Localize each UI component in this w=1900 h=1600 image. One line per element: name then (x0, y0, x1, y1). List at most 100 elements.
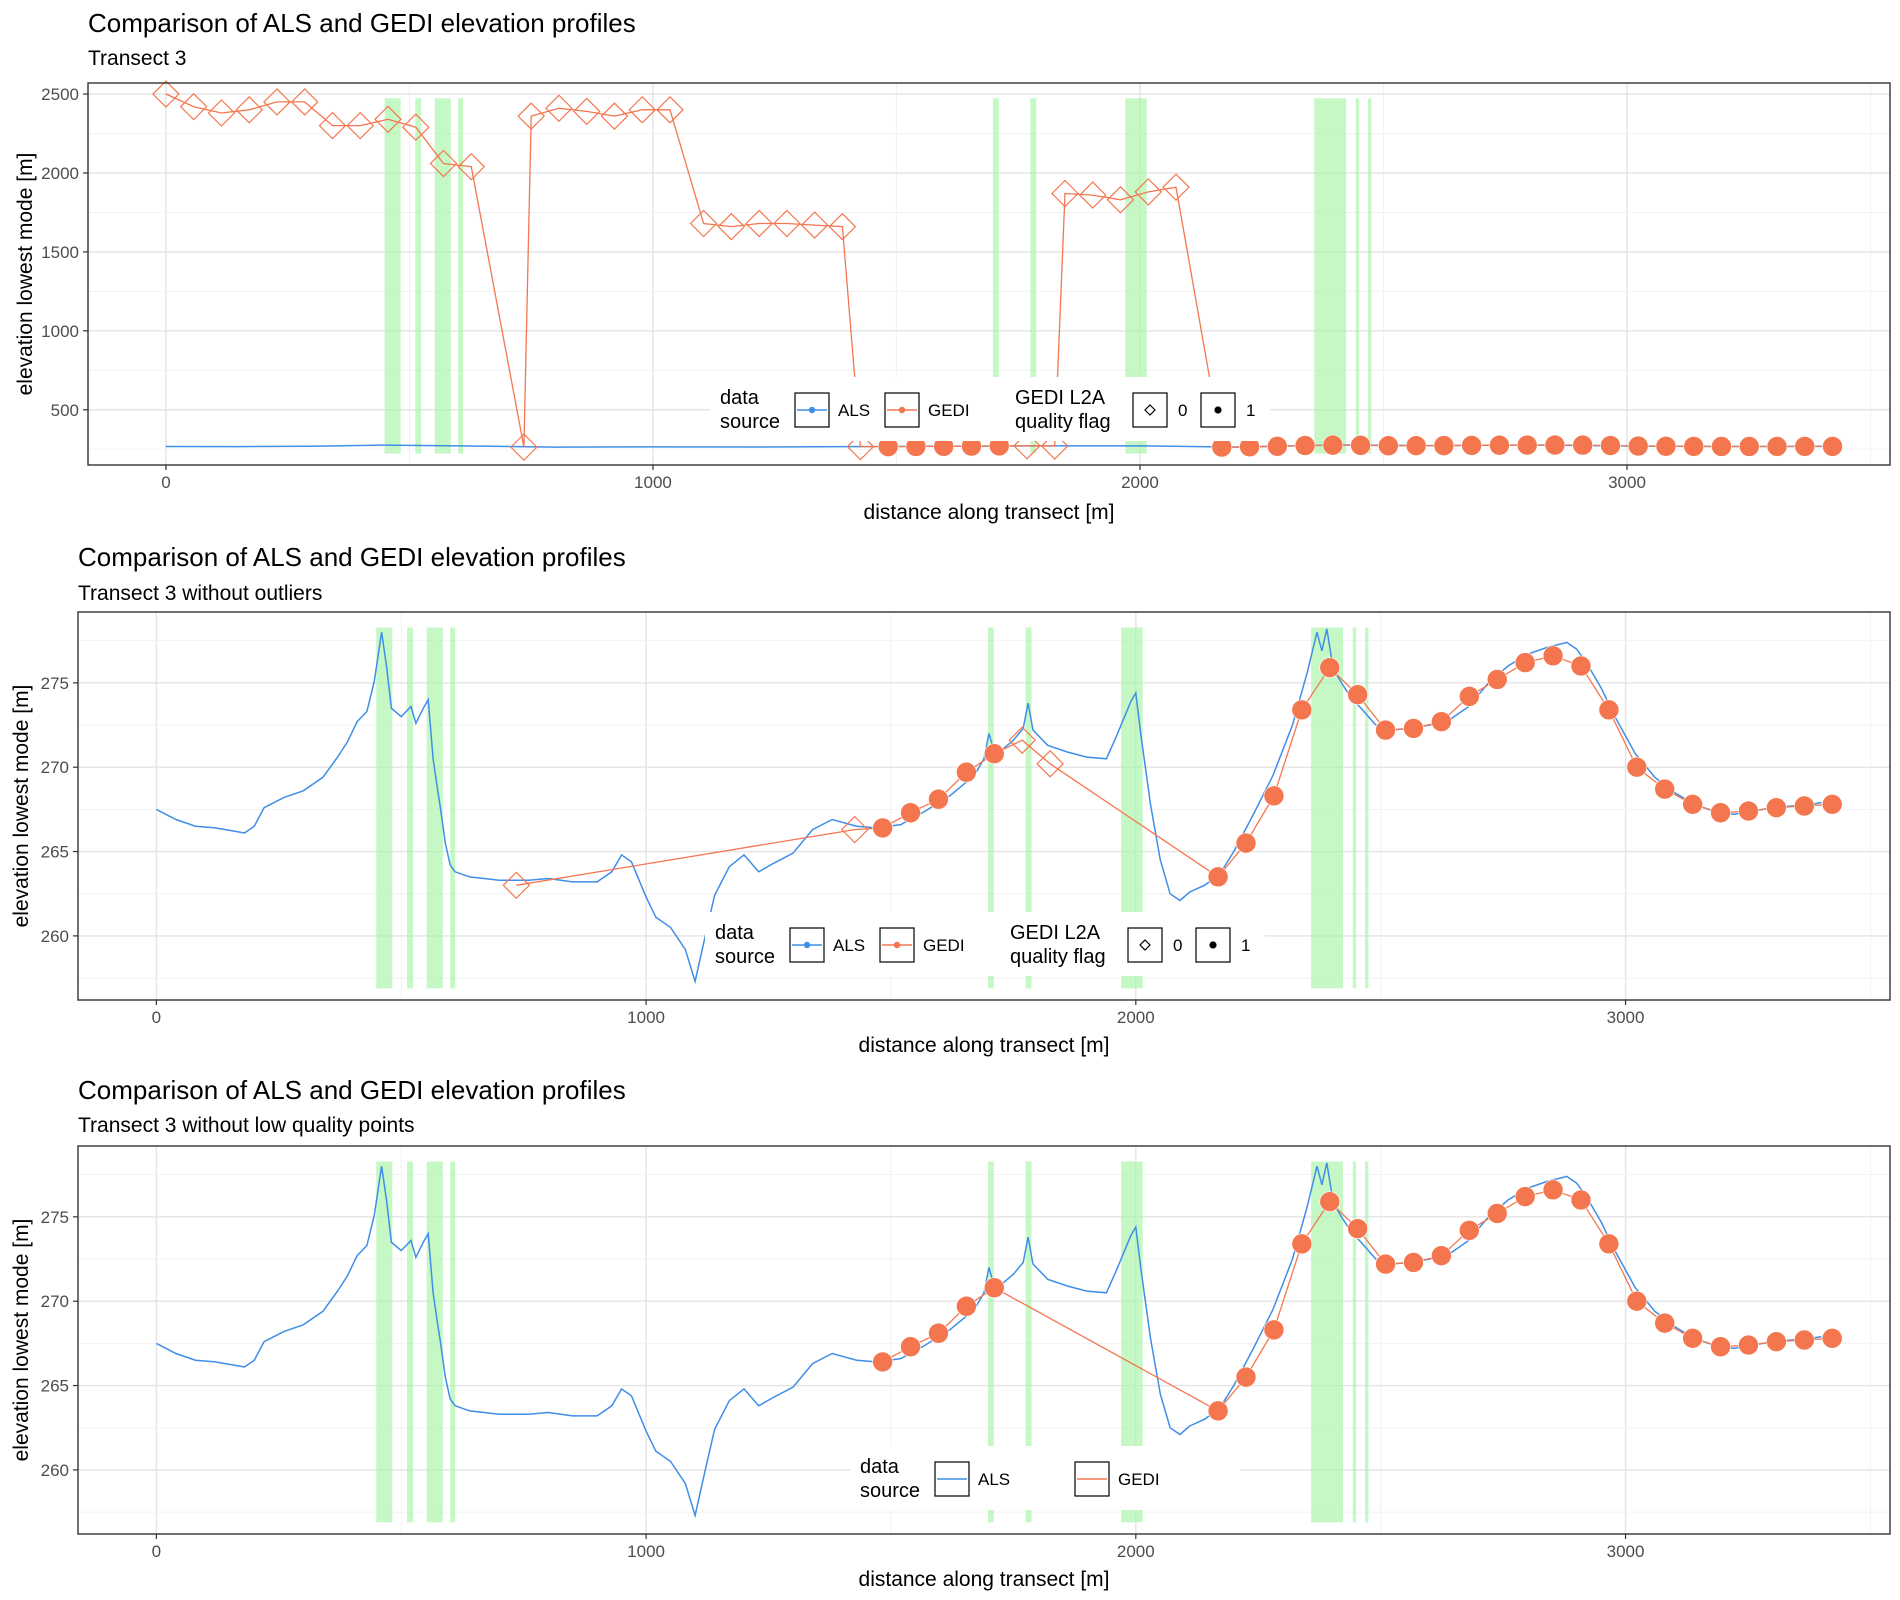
x-tick-label: 0 (152, 1542, 161, 1561)
legend-title-data-source: source (720, 411, 780, 433)
y-tick-label: 270 (41, 758, 69, 777)
gedi-point-quality-1 (1207, 866, 1229, 888)
legend-label-gedi: GEDI (923, 936, 965, 955)
gedi-point-quality-1 (1514, 652, 1536, 673)
gedi-point-quality-1 (1486, 669, 1508, 690)
green-band (1352, 627, 1357, 989)
green-band (1125, 98, 1147, 454)
gedi-point-quality-1 (1294, 435, 1316, 456)
gedi-point-quality-1 (1682, 1328, 1703, 1349)
y-axis-title: elevation lowest mode [m] (10, 685, 33, 928)
legend-key-quality-0 (1127, 927, 1163, 963)
gedi-point-quality-1 (1544, 434, 1566, 456)
gedi-point-quality-1 (1403, 1252, 1424, 1273)
gedi-point-quality-0 (374, 105, 402, 134)
panel-border (87, 82, 1891, 466)
green-band (384, 98, 401, 454)
gedi-point-quality-1 (1654, 1312, 1676, 1334)
x-axis-title: distance along transect [m] (859, 1568, 1110, 1591)
green-band (458, 98, 464, 454)
gedi-point-quality-0 (800, 211, 829, 239)
gedi-point-quality-1 (956, 1295, 977, 1317)
gedi-points (152, 80, 1843, 461)
gedi-point-quality-1 (1263, 785, 1285, 807)
green-band (1367, 98, 1372, 454)
gedi-point-quality-0 (656, 95, 684, 124)
gedi-point-quality-1 (1627, 435, 1649, 457)
gedi-point-quality-1 (1347, 1218, 1368, 1239)
x-tick-label: 3000 (1607, 1542, 1645, 1561)
gedi-point-quality-0 (318, 111, 347, 140)
gedi-point-quality-1 (1626, 1290, 1648, 1312)
y-axis-title: elevation lowest mode [m] (14, 153, 37, 396)
gedi-point-quality-0 (689, 209, 718, 238)
x-tick-label: 1000 (627, 1008, 665, 1027)
gedi-point-quality-1 (1319, 657, 1341, 678)
gedi-point-quality-0 (290, 88, 319, 116)
green-band (1121, 627, 1143, 989)
gedi-point-quality-1 (1654, 778, 1676, 800)
y-tick-label: 265 (41, 843, 69, 862)
gedi-point-quality-1 (1766, 1331, 1787, 1352)
gedi-point-quality-1 (928, 788, 949, 810)
gedi-point-quality-1 (900, 802, 921, 824)
gedi-point-quality-1 (1626, 756, 1648, 778)
gedi-point-quality-1 (1461, 435, 1482, 456)
panel-border (77, 611, 1891, 1001)
gedi-points (502, 645, 1843, 900)
legend-label-als: ALS (833, 936, 865, 955)
gedi-point-quality-1 (1403, 718, 1424, 739)
gedi-point-quality-0 (600, 102, 629, 130)
chart-panel-3: Comparison of ALS and GEDI elevation pro… (10, 1075, 1891, 1591)
gedi-point-quality-1 (1486, 1203, 1508, 1224)
x-tick-label: 2000 (1121, 473, 1159, 492)
x-axis-title: distance along transect [m] (864, 501, 1115, 524)
gedi-point-quality-1 (1766, 436, 1788, 457)
green-band (1314, 98, 1346, 454)
gedi-point-quality-0 (717, 212, 746, 241)
gedi-point-quality-1 (1821, 794, 1843, 815)
gedi-point-quality-0 (1051, 179, 1079, 208)
y-tick-label: 500 (51, 401, 79, 420)
legend-diamond-icon (1144, 404, 1156, 416)
gedi-point-quality-1 (872, 1351, 893, 1373)
chart-title: Comparison of ALS and GEDI elevation pro… (78, 542, 626, 572)
gedi-point-quality-1 (1822, 436, 1843, 457)
legend-label-als: ALS (978, 1470, 1010, 1489)
gedi-point-quality-1 (1433, 435, 1455, 456)
panel-border (77, 1145, 1891, 1535)
gedi-point-quality-1 (1738, 1334, 1759, 1356)
legend-label-quality-0: 0 (1173, 936, 1182, 955)
legend-label-gedi: GEDI (1118, 1470, 1160, 1489)
legend-label-als: ALS (838, 401, 870, 420)
green-band (987, 627, 994, 989)
gedi-point-quality-0 (429, 149, 458, 178)
chart-subtitle: Transect 3 without low quality points (78, 1114, 415, 1137)
gedi-point-quality-1 (1322, 434, 1344, 456)
gedi-point-quality-1 (1542, 645, 1564, 667)
gedi-point-quality-0 (401, 113, 430, 142)
gedi-point-quality-1 (1378, 435, 1399, 457)
legend-key-point (893, 941, 901, 949)
gedi-point-quality-1 (1405, 435, 1427, 456)
green-band (450, 1161, 456, 1523)
gedi-point-quality-1 (1682, 794, 1703, 815)
gedi-point-quality-0 (828, 212, 857, 241)
gedi-point-quality-0 (840, 815, 869, 844)
legend-title-data-source: source (860, 1480, 920, 1502)
gedi-point-quality-1 (1542, 1179, 1564, 1201)
legend-key-point (803, 941, 811, 949)
gedi-point-quality-1 (1459, 686, 1480, 707)
x-tick-label: 2000 (1117, 1008, 1155, 1027)
gedi-point-quality-1 (1710, 1336, 1731, 1358)
gedi-point-quality-1 (1291, 1233, 1313, 1255)
x-tick-label: 3000 (1607, 1008, 1645, 1027)
gedi-point-quality-0 (235, 95, 264, 124)
gedi-point-quality-1 (1793, 1329, 1815, 1351)
gedi-point-quality-1 (1711, 436, 1732, 457)
green-band (1365, 627, 1369, 989)
x-tick-label: 3000 (1608, 473, 1646, 492)
